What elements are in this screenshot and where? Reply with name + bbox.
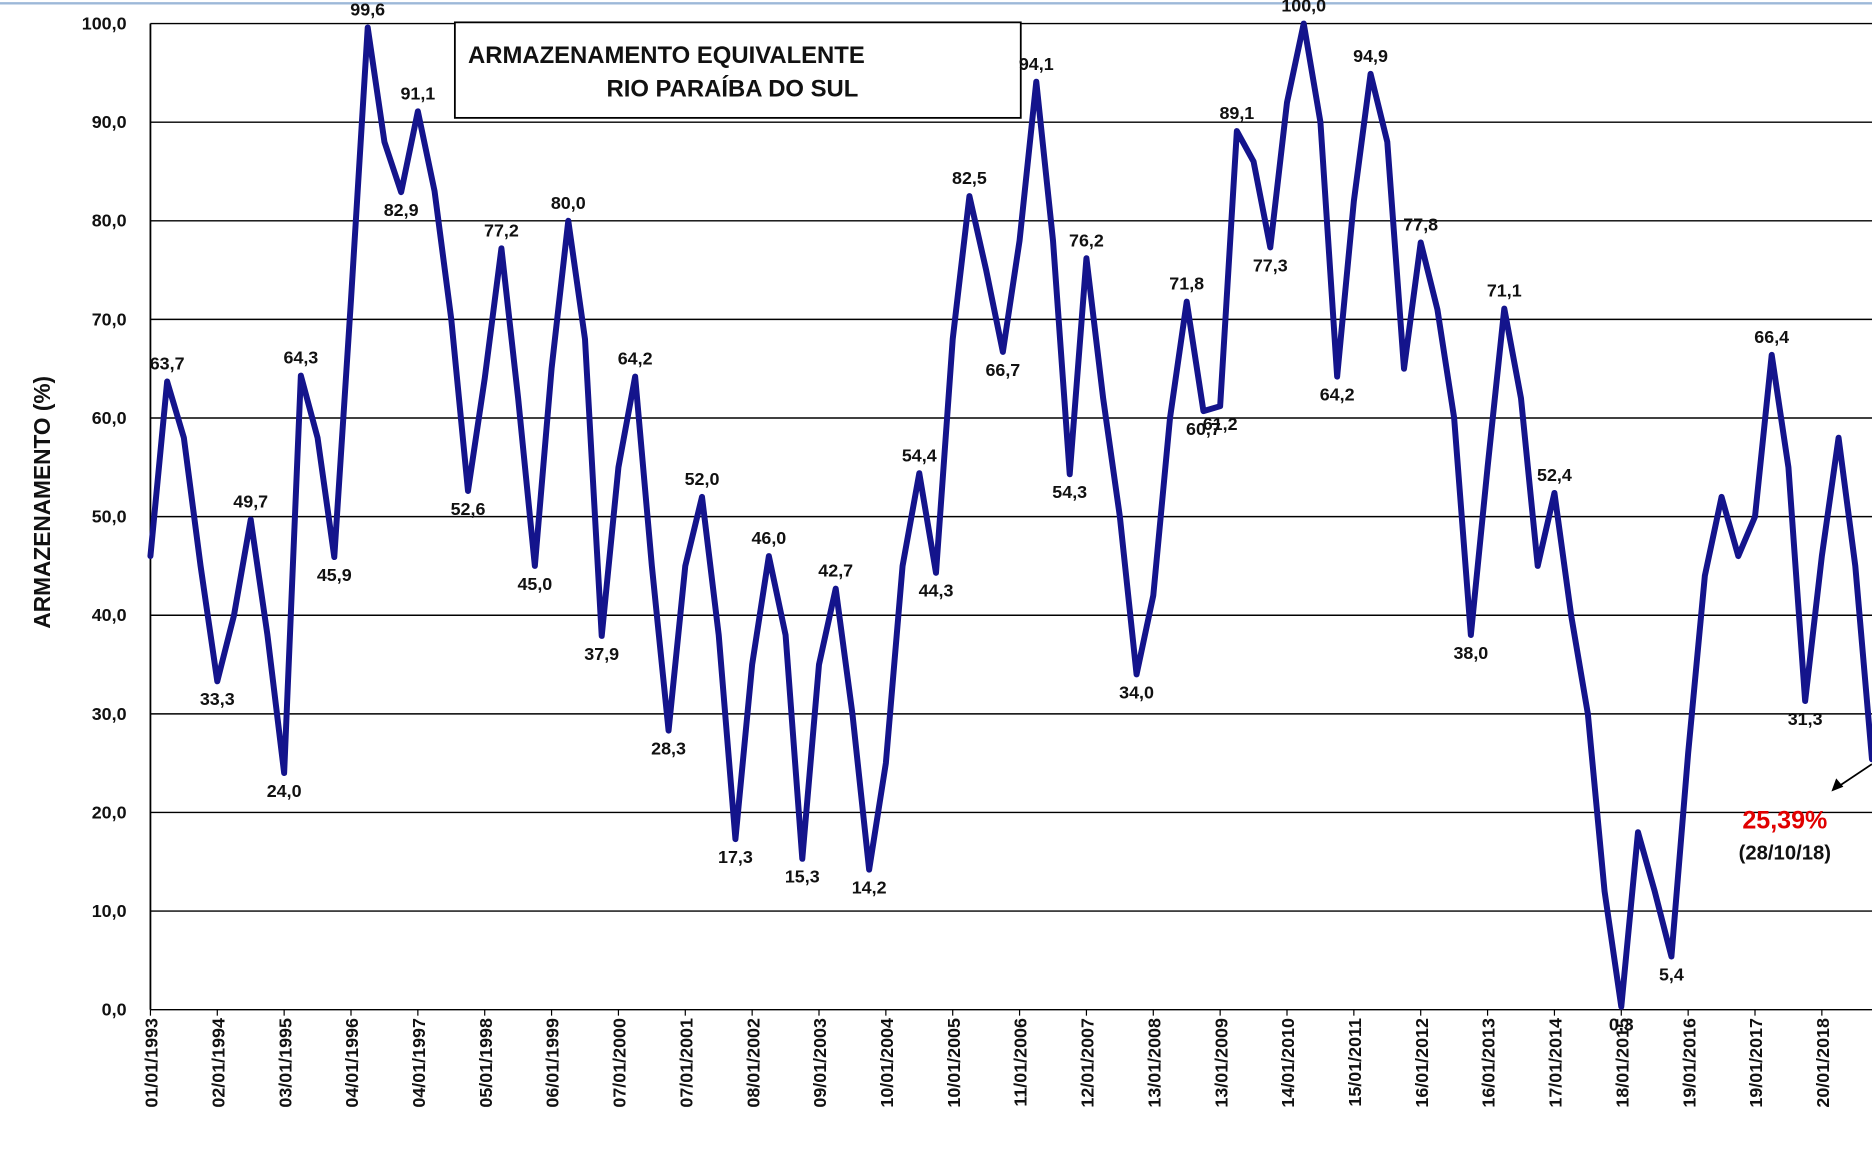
x-tick-label: 04/01/1997 xyxy=(409,1018,429,1108)
x-tick-label: 02/01/1994 xyxy=(208,1018,228,1108)
data-label: 5,4 xyxy=(1659,964,1684,984)
data-label: 91,1 xyxy=(400,83,435,103)
plot xyxy=(147,20,1872,1010)
data-label: 63,7 xyxy=(150,354,185,374)
data-label: 82,9 xyxy=(384,200,419,220)
data-label: 94,1 xyxy=(1019,54,1054,74)
x-tick-label: 16/01/2013 xyxy=(1479,1018,1499,1108)
data-label: 31,3 xyxy=(1788,709,1823,729)
x-tick-label: 13/01/2009 xyxy=(1211,1018,1231,1108)
data-label: 24,0 xyxy=(267,781,302,801)
y-axis-label: ARMAZENAMENTO (%) xyxy=(29,376,55,629)
data-label: 64,3 xyxy=(283,348,318,368)
x-tick-label: 07/01/2000 xyxy=(610,1018,630,1108)
data-label: 45,9 xyxy=(317,565,352,585)
chart-title: ARMAZENAMENTO EQUIVALENTE xyxy=(468,42,865,69)
x-tick-label: 15/01/2011 xyxy=(1345,1018,1365,1107)
data-label: 71,1 xyxy=(1487,281,1522,301)
data-label: 0,3 xyxy=(1609,1015,1634,1035)
x-tick-label: 19/01/2016 xyxy=(1679,1018,1699,1108)
data-label: 80,0 xyxy=(551,193,586,213)
y-tick-label: 90,0 xyxy=(92,112,127,132)
y-tick-label: 40,0 xyxy=(92,605,127,625)
data-label: 52,6 xyxy=(451,499,486,519)
x-tick-label: 06/01/1999 xyxy=(543,1018,563,1108)
x-tick-label: 11/01/2006 xyxy=(1011,1018,1031,1107)
data-label: 61,2 xyxy=(1203,414,1238,434)
data-label: 64,2 xyxy=(1320,384,1355,404)
arrow-head xyxy=(1831,778,1844,792)
x-tick-label: 12/01/2007 xyxy=(1078,1018,1098,1108)
x-tick-label: 10/01/2004 xyxy=(877,1018,897,1108)
y-tick-label: 50,0 xyxy=(92,507,127,527)
data-label: 34,0 xyxy=(1119,682,1154,702)
data-label: 99,6 xyxy=(350,0,385,20)
x-tick-label: 19/01/2017 xyxy=(1746,1018,1766,1108)
data-line xyxy=(147,20,1872,1010)
y-tick-label: 20,0 xyxy=(92,802,127,822)
data-label: 89,1 xyxy=(1219,103,1254,123)
data-label: 66,4 xyxy=(1754,327,1789,347)
x-tick-label: 09/01/2003 xyxy=(810,1018,830,1108)
data-label: 33,3 xyxy=(200,689,235,709)
y-tick-label: 0,0 xyxy=(102,1000,127,1020)
data-label: 46,0 xyxy=(751,528,786,548)
data-label: 49,7 xyxy=(233,492,268,512)
data-label: 94,9 xyxy=(1353,46,1388,66)
y-tick-label: 100,0 xyxy=(82,14,127,34)
y-tick-label: 30,0 xyxy=(92,704,127,724)
x-tick-label: 05/01/1998 xyxy=(476,1018,496,1108)
annotation: (28/10/18) xyxy=(1739,843,1831,865)
data-label: 60,7 xyxy=(1186,419,1221,439)
data-label: 25,39% xyxy=(1742,807,1827,835)
data-label: 66,7 xyxy=(985,360,1020,380)
x-tick-label: 03/01/1995 xyxy=(275,1018,295,1108)
data-label: 38,0 xyxy=(1453,643,1488,663)
x-tick-label: 07/01/2001 xyxy=(676,1018,696,1108)
title-box xyxy=(453,21,1022,119)
data-label: 52,0 xyxy=(685,469,720,489)
x-tick-label: 01/01/1993 xyxy=(142,1018,162,1108)
data-label: 17,3 xyxy=(718,847,753,867)
data-label: 42,7 xyxy=(818,561,853,581)
y-tick-label: 80,0 xyxy=(92,211,127,231)
data-label: 44,3 xyxy=(919,581,954,601)
data-label: 77,3 xyxy=(1253,255,1288,275)
chart-title: RIO PARAÍBA DO SUL xyxy=(606,74,858,102)
data-label: 14,2 xyxy=(852,878,887,898)
data-label: 71,8 xyxy=(1169,274,1204,294)
data-label: 37,9 xyxy=(584,644,619,664)
arrow xyxy=(1835,763,1872,789)
data-label: 45,0 xyxy=(517,574,552,594)
x-tick-label: 13/01/2008 xyxy=(1144,1018,1164,1108)
x-tick-label: 16/01/2012 xyxy=(1412,1018,1432,1108)
x-tick-label: 20/01/2018 xyxy=(1813,1018,1833,1108)
x-tick-label: 14/01/2010 xyxy=(1278,1018,1298,1108)
data-label: 28,3 xyxy=(651,738,686,758)
data-label: 77,2 xyxy=(484,220,519,240)
x-tick-label: 08/01/2002 xyxy=(743,1018,763,1108)
data-label: 52,4 xyxy=(1537,465,1572,485)
data-label: 77,8 xyxy=(1403,215,1438,235)
x-tick-label: 10/01/2005 xyxy=(944,1018,964,1108)
y-tick-label: 60,0 xyxy=(92,408,127,428)
x-tick-label: 04/01/1996 xyxy=(342,1018,362,1108)
data-label: 64,2 xyxy=(618,349,653,369)
grid xyxy=(150,22,1872,1011)
y-tick-label: 70,0 xyxy=(92,309,127,329)
y-tick-label: 10,0 xyxy=(92,901,127,921)
data-label: 82,5 xyxy=(952,168,987,188)
x-tick-label: 17/01/2014 xyxy=(1546,1018,1566,1108)
x-tick-label: 18/01/2015 xyxy=(1612,1018,1632,1108)
data-label: 54,4 xyxy=(902,445,937,465)
data-label: 100,0 xyxy=(1281,0,1326,16)
data-label: 54,3 xyxy=(1052,482,1087,502)
data-label: 15,3 xyxy=(785,867,820,887)
data-label: 76,2 xyxy=(1069,230,1104,250)
